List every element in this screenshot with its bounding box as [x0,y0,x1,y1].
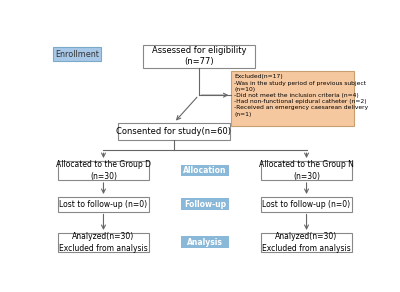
FancyBboxPatch shape [231,71,354,126]
Text: Consented for study(n=60): Consented for study(n=60) [116,127,232,136]
FancyBboxPatch shape [181,165,229,176]
FancyBboxPatch shape [143,45,254,68]
Text: Allocated to the Group N
(n=30): Allocated to the Group N (n=30) [259,161,354,180]
FancyBboxPatch shape [181,198,229,210]
Text: Lost to follow-up (n=0): Lost to follow-up (n=0) [262,200,350,209]
Text: Assessed for eligibility
(n=77): Assessed for eligibility (n=77) [152,46,246,67]
Text: Analyzed(n=30)
Excluded from analysis: Analyzed(n=30) Excluded from analysis [262,232,351,253]
FancyBboxPatch shape [58,233,149,252]
Text: Analyzed(n=30)
Excluded from analysis: Analyzed(n=30) Excluded from analysis [59,232,148,253]
Text: Analysis: Analysis [187,238,223,247]
FancyBboxPatch shape [181,237,229,248]
FancyBboxPatch shape [118,123,230,140]
FancyBboxPatch shape [53,47,101,61]
Text: Enrollment: Enrollment [55,50,99,59]
FancyBboxPatch shape [58,197,149,211]
FancyBboxPatch shape [261,161,352,180]
FancyBboxPatch shape [58,161,149,180]
Text: Allocation: Allocation [183,166,227,175]
FancyBboxPatch shape [261,233,352,252]
Text: Follow-up: Follow-up [184,200,226,208]
Text: Allocated to the Group D
(n=30): Allocated to the Group D (n=30) [56,161,151,180]
Text: Lost to follow-up (n=0): Lost to follow-up (n=0) [60,200,148,209]
Text: Excluded(n=17)
-Was in the study period of previous subject
(n=10)
-Did not meet: Excluded(n=17) -Was in the study period … [234,74,368,117]
FancyBboxPatch shape [261,197,352,211]
